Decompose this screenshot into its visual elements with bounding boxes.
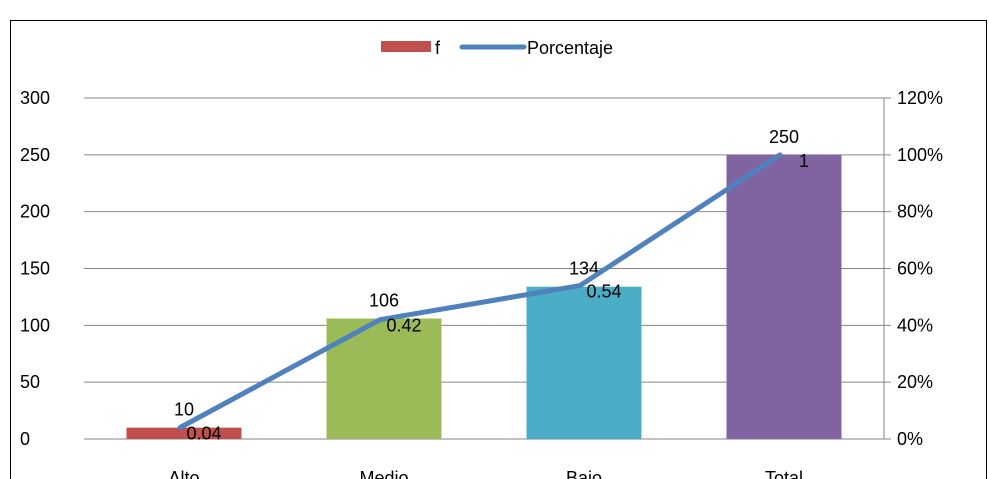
left-tick-label: 150	[20, 259, 50, 279]
left-tick-label: 0	[20, 429, 30, 449]
bar-total	[726, 154, 842, 440]
right-tick-label: 60%	[897, 259, 933, 279]
bar-data-label: 250	[769, 127, 799, 147]
legend: f Porcentaje	[381, 38, 613, 58]
bar-bajo	[526, 286, 642, 439]
right-tick-label: 0%	[897, 429, 923, 449]
bar-data-label: 10	[174, 400, 194, 420]
bar-data-label: 106	[369, 291, 399, 311]
right-tick-label: 80%	[897, 202, 933, 222]
bar-alto	[126, 427, 242, 439]
bar-data-labels: 10 106 134 250	[174, 127, 799, 420]
right-tick-label: 40%	[897, 315, 933, 335]
category-label: Medio	[359, 468, 408, 479]
left-axis-ticks: 0 50 100 150 200 250 300	[20, 88, 50, 449]
right-tick-label: 120%	[897, 88, 943, 108]
category-labels: Alto Medio Bajo Total	[168, 468, 803, 479]
legend-label-f: f	[435, 38, 441, 58]
left-tick-label: 50	[20, 372, 40, 392]
line-data-labels: 0.04 0.42 0.54 1	[186, 151, 809, 444]
line-data-label: 0.04	[186, 424, 221, 444]
right-tick-label: 100%	[897, 145, 943, 165]
line-data-label: 0.54	[586, 282, 621, 302]
bar-series	[126, 154, 842, 440]
left-tick-label: 250	[20, 145, 50, 165]
line-data-label: 1	[799, 151, 809, 171]
category-label: Alto	[168, 468, 199, 479]
left-tick-label: 100	[20, 315, 50, 335]
porcentaje-line	[177, 152, 783, 431]
left-tick-label: 300	[20, 88, 50, 108]
left-tick-label: 200	[20, 202, 50, 222]
category-label: Bajo	[566, 468, 602, 479]
right-axis-ticks: 0% 20% 40% 60% 80% 100% 120%	[897, 88, 943, 449]
legend-label-porcentaje: Porcentaje	[527, 38, 613, 58]
right-tick-label: 20%	[897, 372, 933, 392]
category-label: Total	[765, 468, 803, 479]
line-series	[177, 152, 783, 431]
legend-swatch-f	[381, 41, 431, 52]
chart-border	[10, 20, 987, 479]
bar-data-label: 134	[569, 259, 599, 279]
line-data-label: 0.42	[386, 316, 421, 336]
